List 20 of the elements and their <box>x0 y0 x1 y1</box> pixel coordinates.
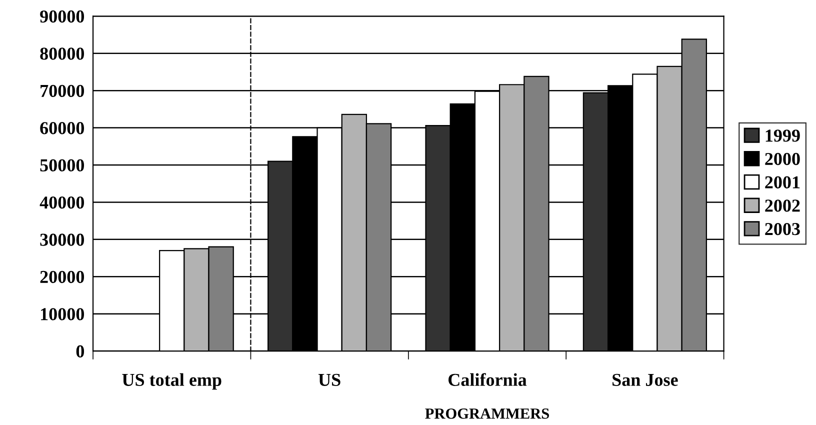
legend-label: 2002 <box>765 200 800 212</box>
y-tick-label: 40000 <box>40 196 84 209</box>
y-tick-label: 0 <box>76 345 84 358</box>
x-tick-label: US total emp <box>122 373 222 390</box>
y-tick-label: 20000 <box>40 270 84 284</box>
y-tick-label: 60000 <box>40 122 84 134</box>
y-tick-label: 30000 <box>40 234 84 246</box>
legend-label: 2000 <box>765 152 800 166</box>
legend-label: 1999 <box>766 130 800 142</box>
x-tick-label: San Jose <box>612 374 678 386</box>
legend-label: 2003 <box>765 222 800 236</box>
y-tick-label: 10000 <box>41 308 84 320</box>
x-tick-label: California <box>448 373 527 386</box>
y-tick-label: 80000 <box>40 48 84 60</box>
x-tick-label: US <box>318 374 340 386</box>
text: PROGRAMMERS <box>425 408 549 419</box>
y-tick-label: 70000 <box>40 84 84 98</box>
y-tick-label: 50000 <box>40 159 84 172</box>
y-tick-label: 90000 <box>40 10 84 23</box>
legend-label: 2001 <box>765 176 800 188</box>
